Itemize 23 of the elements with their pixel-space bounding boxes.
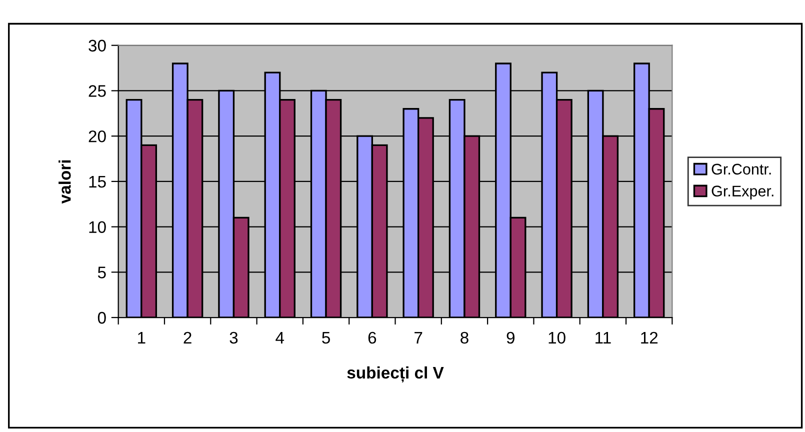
y-tick-label: 10	[89, 221, 106, 234]
legend-label: Gr.Exper.	[712, 186, 774, 200]
y-tick-label: 5	[98, 266, 106, 278]
y-tick-label: 15	[89, 176, 106, 188]
x-tick-label: 9	[506, 332, 514, 344]
x-tick-label: 12	[641, 332, 658, 344]
x-tick-label: 5	[322, 332, 330, 344]
x-tick-label: 6	[368, 332, 376, 344]
legend-label: Gr.Contr.	[712, 164, 771, 175]
x-axis-title: subiecți cl V	[347, 366, 444, 382]
y-tick-label: 25	[88, 85, 106, 97]
x-tick-label: 7	[414, 332, 422, 344]
x-tick-label: 3	[230, 332, 238, 344]
x-tick-label: 2	[184, 332, 192, 344]
x-tick-label: 8	[460, 332, 468, 344]
x-tick-label: 4	[276, 332, 284, 344]
y-tick-label: 30	[88, 40, 106, 52]
x-tick-label: 1	[138, 332, 146, 344]
y-tick-label: 0	[98, 312, 106, 324]
x-tick-label: 11	[596, 332, 611, 344]
y-tick-label: 20	[88, 130, 106, 142]
y-axis-title: valori	[58, 160, 71, 204]
x-tick-label: 10	[548, 332, 566, 344]
